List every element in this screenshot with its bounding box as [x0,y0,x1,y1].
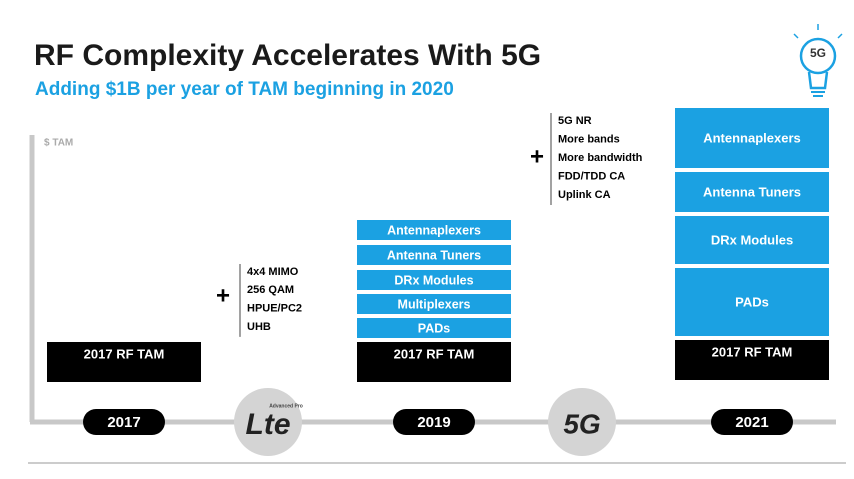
segment-label: Antenna Tuners [387,248,481,262]
feature: Uplink CA [558,189,611,201]
logo-circle [548,388,616,456]
segment-label: PADs [418,321,450,335]
year-label: 2021 [735,414,768,431]
segment-label: Antennaplexers [387,223,481,237]
segment-block [357,220,511,240]
segment-block [357,270,511,290]
segment-block [675,108,829,168]
year-label: 2019 [417,414,450,431]
segment-label: PADs [735,294,769,309]
segment-block [357,318,511,338]
bulb-icon: 5G [793,24,843,97]
segment-label: Antenna Tuners [703,184,801,199]
segment-label: DRx Modules [711,232,793,247]
year-pill [393,409,475,435]
year-pill [83,409,165,435]
base-block [357,342,511,382]
feature: More bandwidth [558,152,643,164]
plus: + [216,282,230,309]
plus: + [530,143,544,170]
feature: 5G NR [558,115,592,127]
logo-text: 5G [563,408,600,439]
segment-label: Antennaplexers [703,130,801,145]
base-label: 2017 RF TAM [84,346,165,361]
logo-text: Lte [246,408,291,441]
year-label: 2017 [107,414,140,431]
bulb-label: 5G [810,46,826,60]
year-pill [711,409,793,435]
axis-label: $ TAM [44,138,73,149]
base-block [47,342,201,382]
title: RF Complexity Accelerates With 5G [34,39,541,72]
feature: 256 QAM [247,284,294,296]
segment-block [675,172,829,212]
segment-label: DRx Modules [394,273,473,287]
feature: 4x4 MIMO [247,266,299,278]
base-label: 2017 RF TAM [712,344,793,359]
segment-block [357,245,511,265]
logo-circle [234,388,302,456]
base-label: 2017 RF TAM [394,346,475,361]
segment-block [675,216,829,264]
segment-block [357,294,511,314]
logo-sub: Advanced Pro [269,403,303,409]
segment-block [675,268,829,336]
feature: UHB [247,321,271,333]
feature: HPUE/PC2 [247,303,302,315]
feature: More bands [558,133,620,145]
feature: FDD/TDD CA [558,170,625,182]
segment-label: Multiplexers [398,297,471,311]
subtitle: Adding $1B per year of TAM beginning in … [35,79,454,100]
base-block [675,340,829,380]
